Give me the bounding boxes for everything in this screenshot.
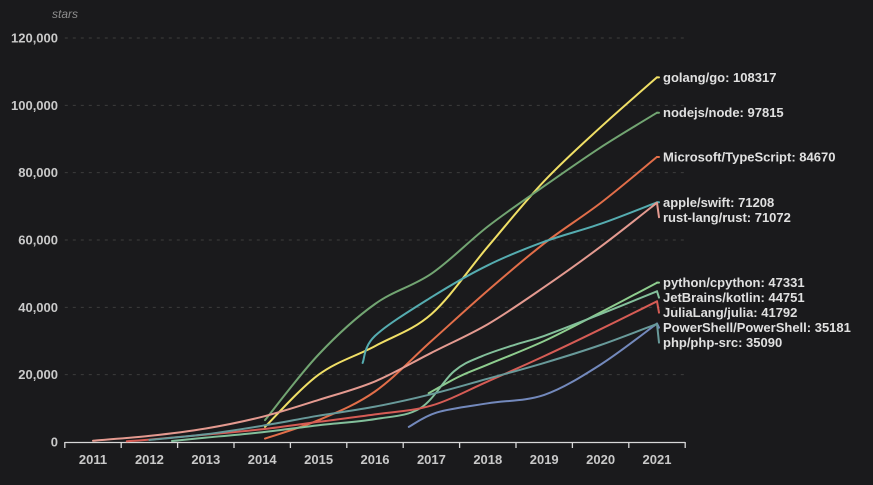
x-axis-tick-label: 2011 — [79, 452, 107, 467]
x-axis-tick-label: 2017 — [417, 452, 446, 467]
series-end-label-powershell-powershell: PowerShell/PowerShell: 35181 — [663, 320, 851, 335]
series-label-leader-rust-lang-rust — [656, 201, 660, 219]
series-end-label-python-cpython: python/cpython: 47331 — [663, 275, 805, 290]
y-axis-tick-label: 0 — [51, 435, 58, 450]
series-line-rust-lang-rust — [92, 201, 658, 442]
axes-group: 0 20,000 40,000 60,000 80,000 100,000 120,000 2… — [11, 31, 686, 467]
series-end-label-nodejs-node: nodejs/node: 97815 — [663, 105, 784, 120]
series-end-label-apple-swift: apple/swift: 71208 — [663, 195, 774, 210]
series-line-jetbrains-kotlin — [171, 290, 658, 442]
series-end-label-jetbrains-kotlin: JetBrains/kotlin: 44751 — [663, 290, 805, 305]
series-label-leader-jetbrains-kotlin — [656, 290, 660, 299]
series-line-powershell-powershell — [407, 322, 658, 428]
series-labels-group: golang/go: 108317 nodejs/node: 97815 Micro… — [656, 70, 851, 350]
x-axis-tick-label: 2015 — [304, 452, 333, 467]
y-axis-title: stars — [52, 7, 78, 21]
series-end-label-microsoft-typescript: Microsoft/TypeScript: 84670 — [663, 149, 835, 164]
series-line-php-php-src — [148, 322, 658, 441]
series-end-label-php-php-src: php/php-src: 35090 — [663, 335, 782, 350]
x-axis-tick-label: 2014 — [248, 452, 278, 467]
y-axis-tick-label: 40,000 — [18, 300, 58, 315]
y-axis-tick-label: 120,000 — [11, 31, 58, 46]
series-end-label-rust-lang-rust: rust-lang/rust: 71072 — [663, 210, 791, 225]
x-axis-tick-label: 2019 — [530, 452, 559, 467]
x-axis-tick-label: 2012 — [135, 452, 164, 467]
y-axis-tick-label: 100,000 — [11, 98, 58, 113]
y-axis-tick-label: 20,000 — [18, 367, 58, 382]
series-line-microsoft-typescript — [264, 155, 658, 440]
series-lines-group — [92, 76, 658, 443]
series-label-leader-php-php-src — [656, 322, 660, 344]
series-label-leader-julialang-julia — [656, 300, 660, 314]
x-axis-tick-label: 2016 — [361, 452, 390, 467]
series-line-nodejs-node — [264, 111, 658, 422]
y-axis-tick-label: 60,000 — [18, 233, 58, 248]
series-line-apple-swift — [361, 201, 658, 364]
series-end-label-golang-go: golang/go: 108317 — [663, 70, 776, 85]
x-axis-tick-label: 2018 — [473, 452, 502, 467]
series-end-label-julialang-julia: JuliaLang/julia: 41792 — [663, 305, 797, 320]
y-axis-tick-label: 80,000 — [18, 165, 58, 180]
x-axis-tick-label: 2013 — [191, 452, 220, 467]
gridlines-group — [64, 37, 686, 376]
x-axis-tick-label: 2020 — [586, 452, 615, 467]
series-line-python-cpython — [427, 281, 658, 395]
x-axis-tick-label: 2021 — [643, 452, 672, 467]
